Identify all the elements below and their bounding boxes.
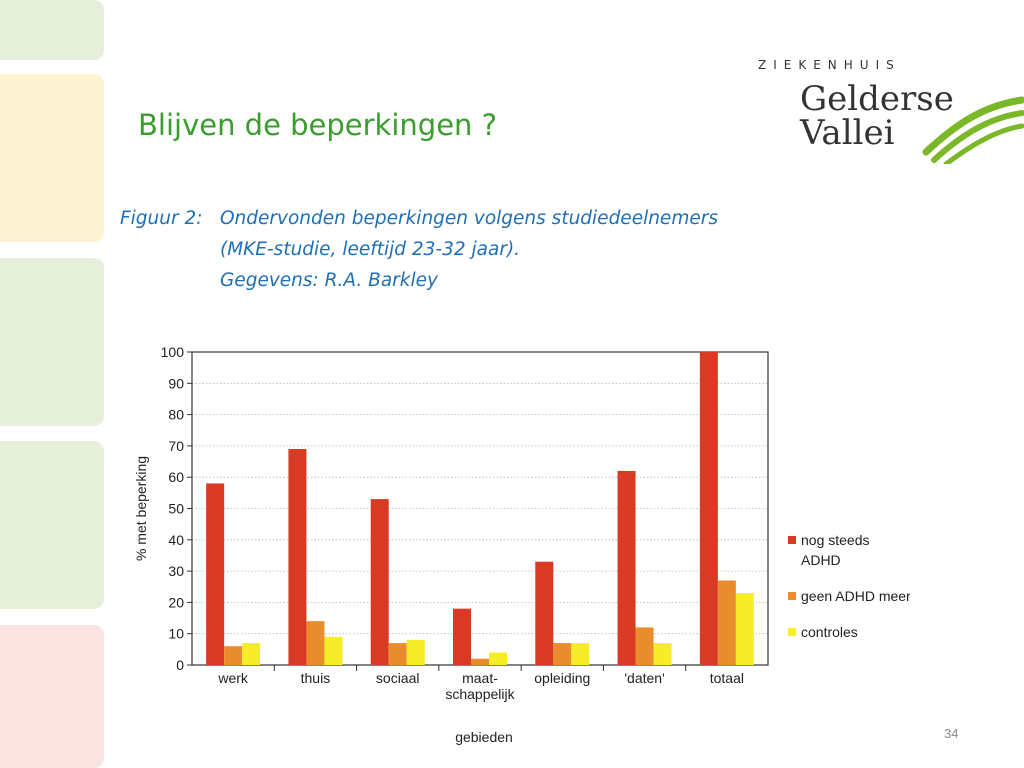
bar-2 bbox=[471, 658, 489, 665]
bar-1 bbox=[288, 449, 307, 665]
y-tick-label: 20 bbox=[168, 594, 184, 610]
y-tick-label: 10 bbox=[168, 626, 184, 642]
y-tick-label: 50 bbox=[168, 501, 184, 517]
logo-line-2: Vallei bbox=[800, 113, 895, 153]
bar-1 bbox=[206, 483, 225, 665]
logo-top-text: ZIEKENHUIS bbox=[758, 58, 901, 72]
x-tick-label: schappelijk bbox=[445, 686, 515, 702]
legend-swatch bbox=[788, 536, 796, 544]
y-tick-label: 100 bbox=[161, 344, 185, 360]
x-tick-label: opleiding bbox=[534, 670, 590, 686]
y-tick-label: 30 bbox=[168, 563, 184, 579]
y-axis-title: % met beperking bbox=[133, 456, 149, 561]
bar-3 bbox=[406, 639, 425, 665]
bar-chart: 0 10 20 30 40 50 60 70 80 90 100 werk thuis sociaal ma… bbox=[133, 344, 910, 745]
legend-label: controles bbox=[801, 624, 858, 640]
x-tick-label: totaal bbox=[710, 670, 744, 686]
y-tick-label: 0 bbox=[176, 657, 184, 673]
x-tick-label: sociaal bbox=[376, 670, 420, 686]
legend-swatch bbox=[788, 628, 796, 636]
bar-2 bbox=[388, 643, 407, 665]
bar-3 bbox=[324, 636, 343, 665]
slide-title: Blijven de beperkingen ? bbox=[138, 108, 498, 142]
side-tab-3 bbox=[0, 258, 104, 426]
y-tick-label: 80 bbox=[168, 407, 184, 423]
side-tab-2 bbox=[0, 74, 104, 242]
bar-3 bbox=[653, 643, 672, 665]
bar-2 bbox=[553, 643, 572, 665]
bar-2 bbox=[224, 646, 243, 665]
bar-1 bbox=[370, 499, 389, 665]
side-tab-4 bbox=[0, 441, 104, 609]
logo-line-1: Gelderse bbox=[800, 79, 954, 119]
x-tick-label: maat- bbox=[462, 670, 498, 686]
bar-1 bbox=[699, 352, 718, 665]
x-axis-title: gebieden bbox=[455, 729, 513, 745]
x-tick-label: werk bbox=[217, 670, 249, 686]
legend-label: geen ADHD meer bbox=[801, 588, 910, 604]
side-tab-1 bbox=[0, 0, 104, 60]
bar-1 bbox=[617, 470, 636, 665]
y-tick-label: 70 bbox=[168, 438, 184, 454]
x-tick-label: thuis bbox=[301, 670, 331, 686]
caption-label: Figuur 2: bbox=[120, 208, 203, 229]
bar-2 bbox=[635, 627, 654, 665]
bar-3 bbox=[489, 652, 507, 665]
caption-line-3: Gegevens: R.A. Barkley bbox=[220, 270, 438, 291]
caption-line-2: (MKE-studie, leeftijd 23-32 jaar). bbox=[220, 239, 521, 260]
page-number: 34 bbox=[944, 726, 959, 741]
hospital-logo: ZIEKENHUIS Gelderse Vallei bbox=[756, 58, 1024, 168]
legend-swatch bbox=[788, 592, 796, 600]
y-tick-label: 60 bbox=[168, 469, 184, 485]
side-tab-5 bbox=[0, 625, 104, 768]
caption-line-1: Ondervonden beperkingen volgens studiede… bbox=[220, 208, 718, 229]
x-tick-label: 'daten' bbox=[624, 670, 664, 686]
bar-1 bbox=[453, 608, 471, 665]
bar-3 bbox=[242, 643, 261, 665]
bar-2 bbox=[306, 621, 325, 665]
bar-2 bbox=[717, 580, 736, 665]
y-tick-label: 40 bbox=[168, 532, 184, 548]
figure-caption: Figuur 2: Ondervonden beperkingen volgen… bbox=[120, 203, 718, 296]
bar-1 bbox=[535, 561, 554, 665]
y-tick-label: 90 bbox=[168, 375, 184, 391]
logo-wave-icon bbox=[922, 96, 1024, 164]
legend-label: nog steeds ADHD bbox=[801, 532, 870, 568]
bar-3 bbox=[735, 593, 754, 665]
bar-3 bbox=[571, 643, 590, 665]
